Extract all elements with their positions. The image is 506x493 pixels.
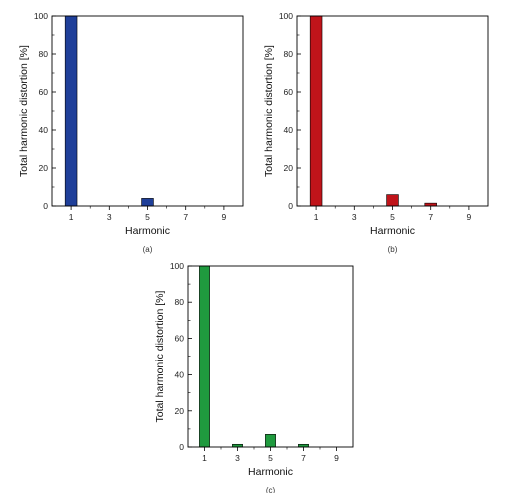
x-tick-label: 9 bbox=[222, 212, 227, 222]
x-tick-label: 9 bbox=[467, 212, 472, 222]
y-tick-label: 60 bbox=[284, 87, 294, 97]
y-tick-label: 80 bbox=[39, 49, 49, 59]
panel-label: (a) bbox=[143, 245, 153, 254]
y-tick-label: 0 bbox=[43, 201, 48, 211]
y-tick-label: 80 bbox=[175, 297, 185, 307]
plot-frame bbox=[187, 265, 354, 448]
y-tick-label: 40 bbox=[39, 125, 49, 135]
y-tick-label: 100 bbox=[170, 261, 184, 271]
x-axis-label: Harmonic bbox=[370, 225, 415, 237]
y-tick-label: 20 bbox=[39, 163, 49, 173]
bar-harmonic-1 bbox=[64, 15, 78, 207]
y-tick-label: 20 bbox=[284, 163, 294, 173]
y-tick-label: 80 bbox=[284, 49, 294, 59]
y-axis-label: Total harmonic distortion [%] bbox=[154, 290, 166, 422]
y-tick-label: 0 bbox=[288, 201, 293, 211]
y-tick-label: 100 bbox=[34, 11, 48, 21]
y-axis-label: Total harmonic distortion [%] bbox=[263, 45, 275, 177]
bar-harmonic-1 bbox=[199, 265, 210, 448]
bar-harmonic-5 bbox=[265, 434, 276, 448]
x-tick-label: 5 bbox=[390, 212, 395, 222]
bar-harmonic-5 bbox=[141, 198, 154, 207]
x-tick-label: 3 bbox=[352, 212, 357, 222]
x-tick-label: 5 bbox=[268, 453, 273, 463]
y-tick-label: 40 bbox=[284, 125, 294, 135]
x-axis-label: Harmonic bbox=[248, 466, 293, 478]
x-tick-label: 5 bbox=[145, 212, 150, 222]
plot-frame bbox=[296, 15, 489, 207]
y-tick-label: 0 bbox=[179, 442, 184, 452]
chart-panel-1: 0 20 40 60 80 100 1 3 5 7 9 Harmonic Total harmonic … bbox=[263, 11, 489, 254]
y-tick-label: 100 bbox=[279, 11, 293, 21]
bar-harmonic-5 bbox=[386, 194, 399, 207]
x-tick-label: 1 bbox=[314, 212, 319, 222]
x-tick-label: 1 bbox=[69, 212, 74, 222]
y-tick-label: 20 bbox=[175, 406, 185, 416]
x-tick-label: 7 bbox=[183, 212, 188, 222]
y-tick-label: 40 bbox=[175, 370, 185, 380]
x-tick-label: 7 bbox=[301, 453, 306, 463]
x-tick-label: 3 bbox=[107, 212, 112, 222]
bar-harmonic-1 bbox=[309, 15, 323, 207]
x-tick-label: 1 bbox=[202, 453, 207, 463]
y-tick-label: 60 bbox=[39, 87, 49, 97]
x-tick-label: 9 bbox=[334, 453, 339, 463]
x-axis-label: Harmonic bbox=[125, 225, 170, 237]
chart-panel-0: 0 20 40 60 80 100 1 3 5 7 9 Harmonic Total harmonic … bbox=[18, 11, 244, 254]
plot-frame bbox=[51, 15, 244, 207]
x-tick-label: 7 bbox=[428, 212, 433, 222]
chart-panel-2: 0 20 40 60 80 100 1 3 5 7 9 Harmonic Total harmonic … bbox=[154, 261, 354, 493]
panel-label: (b) bbox=[388, 245, 398, 254]
panel-label: (c) bbox=[266, 486, 276, 493]
x-tick-label: 3 bbox=[235, 453, 240, 463]
y-tick-label: 60 bbox=[175, 333, 185, 343]
y-axis-label: Total harmonic distortion [%] bbox=[18, 45, 30, 177]
